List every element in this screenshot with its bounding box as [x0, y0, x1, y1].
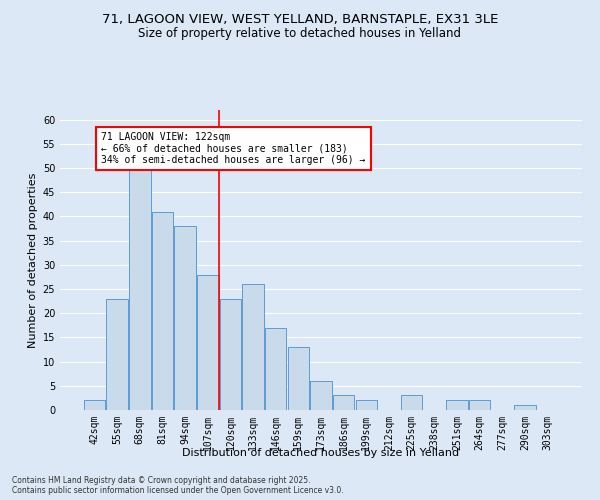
Bar [310, 381, 332, 410]
Text: Distribution of detached houses by size in Yelland: Distribution of detached houses by size … [182, 448, 460, 458]
Bar [84, 400, 105, 410]
Bar [106, 298, 128, 410]
Bar [220, 298, 241, 410]
Bar [469, 400, 490, 410]
Bar [287, 347, 309, 410]
Bar [356, 400, 377, 410]
Bar [152, 212, 173, 410]
Y-axis label: Number of detached properties: Number of detached properties [28, 172, 38, 348]
Text: Contains HM Land Registry data © Crown copyright and database right 2025.
Contai: Contains HM Land Registry data © Crown c… [12, 476, 344, 495]
Bar [175, 226, 196, 410]
Text: 71, LAGOON VIEW, WEST YELLAND, BARNSTAPLE, EX31 3LE: 71, LAGOON VIEW, WEST YELLAND, BARNSTAPL… [102, 12, 498, 26]
Text: 71 LAGOON VIEW: 122sqm
← 66% of detached houses are smaller (183)
34% of semi-de: 71 LAGOON VIEW: 122sqm ← 66% of detached… [101, 132, 365, 165]
Bar [129, 168, 151, 410]
Bar [333, 396, 355, 410]
Bar [197, 274, 218, 410]
Bar [242, 284, 264, 410]
Bar [401, 396, 422, 410]
Bar [446, 400, 467, 410]
Text: Size of property relative to detached houses in Yelland: Size of property relative to detached ho… [139, 28, 461, 40]
Bar [514, 405, 536, 410]
Bar [265, 328, 286, 410]
